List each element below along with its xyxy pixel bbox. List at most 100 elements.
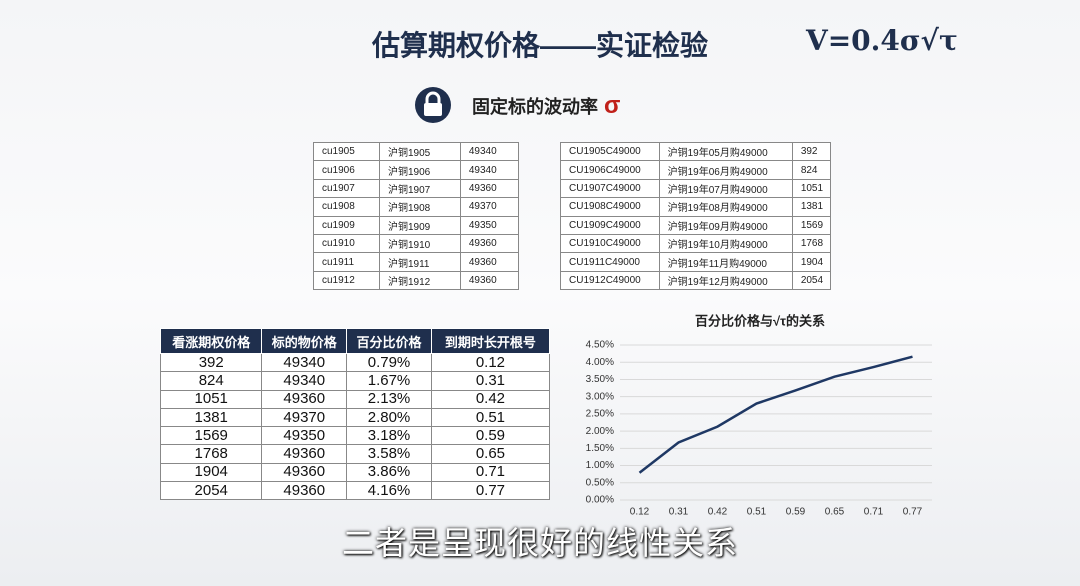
cell: CU1908C49000 bbox=[560, 197, 660, 217]
cell: 1381 bbox=[791, 197, 832, 217]
y-tick-label: 1.00% bbox=[586, 460, 614, 471]
row: CU1908C49000 沪铜19年08月购49000 1381 bbox=[560, 197, 832, 217]
row: 1768 49360 3.58% 0.65 bbox=[159, 444, 551, 464]
caption: 二者是呈现很好的线性关系 bbox=[341, 525, 738, 561]
y-tick-label: 2.00% bbox=[586, 426, 614, 437]
cell: 沪铜1908 bbox=[378, 197, 461, 217]
cell: 0.77 bbox=[430, 481, 551, 501]
row: cu1909 沪铜1909 49350 bbox=[313, 215, 520, 235]
cell: 49340 bbox=[261, 352, 348, 373]
header-cell: 看涨期权价格 bbox=[159, 328, 263, 354]
cell: cu1907 bbox=[313, 178, 380, 199]
cell: 49360 bbox=[459, 252, 520, 272]
title: 估算期权价格——实证检验 bbox=[371, 30, 708, 61]
cell: CU1910C49000 bbox=[560, 233, 660, 254]
cell: 沪铜1912 bbox=[378, 270, 461, 291]
cell: 沪铜19年10月购49000 bbox=[658, 233, 793, 254]
cell: 49360 bbox=[261, 481, 348, 501]
cell: cu1906 bbox=[313, 160, 380, 180]
series-line bbox=[638, 355, 913, 474]
cell: 沪铜19年05月购49000 bbox=[658, 141, 793, 162]
cell: 沪铜19年09月购49000 bbox=[658, 215, 793, 235]
cell: 824 bbox=[791, 160, 832, 180]
y-tick-label: 2.50% bbox=[586, 409, 614, 420]
x-tick-label: 0.31 bbox=[669, 507, 689, 518]
cell: 1904 bbox=[791, 252, 832, 272]
cell: CU1912C49000 bbox=[560, 270, 660, 291]
row: cu1908 沪铜1908 49370 bbox=[313, 197, 520, 217]
cell: 沪铜1910 bbox=[378, 233, 461, 254]
cell: 49360 bbox=[459, 178, 520, 199]
row: 1381 49370 2.80% 0.51 bbox=[159, 407, 551, 428]
cell: 1569 bbox=[159, 426, 263, 446]
row: CU1906C49000 沪铜19年06月购49000 824 bbox=[560, 160, 832, 180]
cell: 49350 bbox=[261, 426, 348, 446]
cell: 0.59 bbox=[430, 426, 551, 446]
subtitle: 固定标的波动率 σ bbox=[472, 92, 620, 120]
chart-title: 百分比价格与√τ的关系 bbox=[695, 313, 825, 328]
cell: 沪铜1905 bbox=[378, 141, 461, 162]
cell: 0.31 bbox=[430, 371, 551, 391]
futures-table: cu1905 沪铜1905 49340 cu1906 沪铜1906 49340 cu1907… bbox=[313, 141, 520, 291]
row: 392 49340 0.79% 0.12 bbox=[159, 352, 551, 373]
cell: 49360 bbox=[261, 462, 348, 483]
cell: cu1910 bbox=[313, 233, 380, 254]
x-tick-label: 0.71 bbox=[864, 507, 884, 518]
cell: 0.79% bbox=[346, 352, 432, 373]
cell: 沪铜1909 bbox=[378, 215, 461, 235]
row: 1051 49360 2.13% 0.42 bbox=[159, 389, 551, 409]
cell: 49340 bbox=[261, 371, 348, 391]
cell: 392 bbox=[791, 141, 832, 162]
cell: 49360 bbox=[459, 233, 520, 254]
cell: 3.86% bbox=[346, 462, 432, 483]
row: cu1910 沪铜1910 49360 bbox=[313, 233, 520, 254]
cell: 3.18% bbox=[346, 426, 432, 446]
y-tick-label: 3.00% bbox=[586, 391, 614, 402]
cell: 4.16% bbox=[346, 481, 432, 501]
row: CU1909C49000 沪铜19年09月购49000 1569 bbox=[560, 215, 832, 235]
row: CU1907C49000 沪铜19年07月购49000 1051 bbox=[560, 178, 832, 199]
row: cu1912 沪铜1912 49360 bbox=[313, 270, 520, 291]
summary-table: 看涨期权价格 标的物价格 百分比价格 到期时长开根号 392 49340 0.79% 0.12… bbox=[159, 328, 551, 501]
cell: 0.65 bbox=[430, 444, 551, 464]
y-tick-label: 1.50% bbox=[586, 443, 614, 454]
cell: CU1906C49000 bbox=[560, 160, 660, 180]
x-tick-label: 0.42 bbox=[708, 507, 728, 518]
cell: 3.58% bbox=[346, 444, 432, 464]
cell: 49360 bbox=[459, 270, 520, 291]
cell: 1768 bbox=[791, 233, 832, 254]
header-cell: 百分比价格 bbox=[346, 328, 432, 354]
row: CU1910C49000 沪铜19年10月购49000 1768 bbox=[560, 233, 832, 254]
cell: 392 bbox=[159, 352, 263, 373]
cell: 49340 bbox=[459, 160, 520, 180]
cell: 沪铜19年11月购49000 bbox=[658, 252, 793, 272]
y-tick-label: 3.50% bbox=[586, 374, 614, 385]
header-cell: 标的物价格 bbox=[261, 328, 348, 354]
y-tick-label: 4.00% bbox=[586, 357, 614, 368]
cell: CU1909C49000 bbox=[560, 215, 660, 235]
cell: 1.67% bbox=[346, 371, 432, 391]
cell: 0.42 bbox=[430, 389, 551, 409]
cell: 49370 bbox=[459, 197, 520, 217]
x-tick-label: 0.12 bbox=[630, 507, 650, 518]
subtitle-text: 固定标的波动率 bbox=[472, 97, 598, 117]
cell: CU1911C49000 bbox=[560, 252, 660, 272]
header-row: 看涨期权价格 标的物价格 百分比价格 到期时长开根号 bbox=[159, 328, 551, 354]
y-tick-label: 0.00% bbox=[586, 495, 614, 506]
lock-icon bbox=[415, 87, 451, 123]
cell: 沪铜1907 bbox=[378, 178, 461, 199]
cell: 2054 bbox=[159, 481, 263, 501]
y-tick-label: 4.50% bbox=[586, 340, 614, 351]
row: 824 49340 1.67% 0.31 bbox=[159, 371, 551, 391]
x-tick-label: 0.77 bbox=[903, 507, 923, 518]
row: 2054 49360 4.16% 0.77 bbox=[159, 481, 551, 501]
cell: 1768 bbox=[159, 444, 263, 464]
cell: cu1908 bbox=[313, 197, 380, 217]
chart: 百分比价格与√τ的关系 0.00% 0.50% 1.00% 1.50% 2.00% 2.5… bbox=[586, 313, 932, 518]
x-tick-label: 0.65 bbox=[825, 507, 845, 518]
cell: cu1911 bbox=[313, 252, 380, 272]
cell: 0.51 bbox=[430, 407, 551, 428]
cell: 1051 bbox=[791, 178, 832, 199]
options-table: CU1905C49000 沪铜19年05月购49000 392 CU1906C4900… bbox=[560, 141, 832, 291]
